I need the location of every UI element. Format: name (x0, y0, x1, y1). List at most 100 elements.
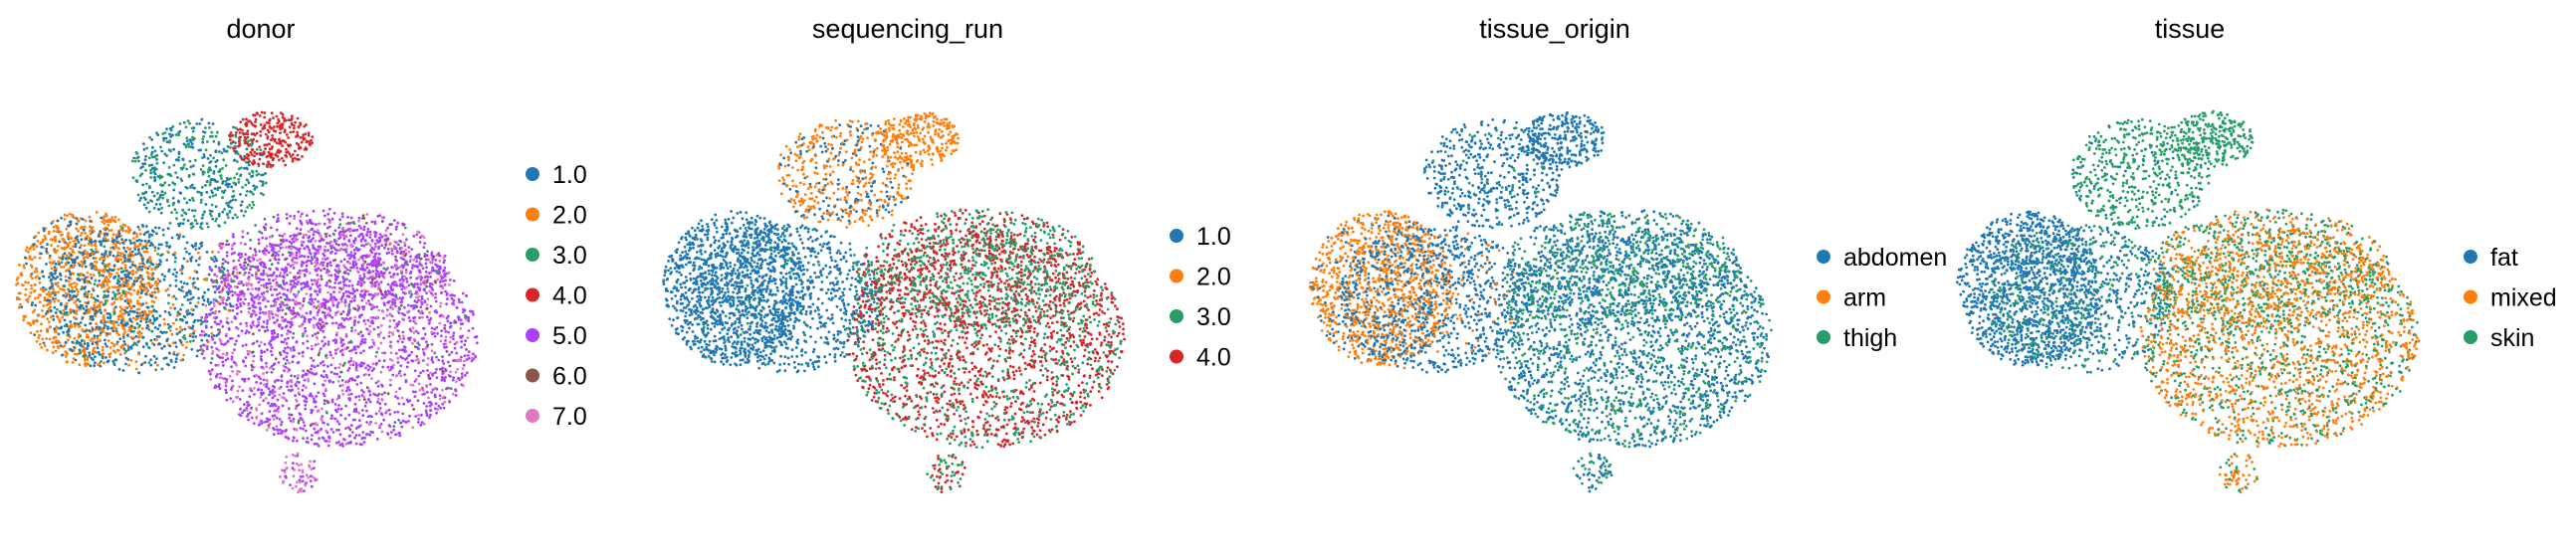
scatter-point (299, 228, 303, 232)
scatter-point (417, 382, 421, 386)
scatter-point (218, 150, 221, 153)
scatter-point (175, 233, 179, 237)
scatter-point (400, 396, 404, 400)
scatter-point (70, 237, 73, 241)
scatter-point (159, 254, 163, 258)
scatter-point (78, 363, 82, 367)
scatter-point (100, 320, 104, 324)
scatter-point (213, 255, 217, 259)
scatter-point (221, 325, 225, 328)
scatter-point (239, 154, 243, 158)
scatter-point (67, 327, 71, 331)
scatter-point (262, 399, 266, 403)
scatter-point (363, 338, 367, 341)
scatter-point (262, 272, 266, 275)
scatter-point (135, 235, 138, 239)
scatter-point (224, 388, 228, 392)
scatter-point (171, 302, 175, 306)
scatter-point (272, 418, 276, 421)
scatter-point (347, 388, 351, 392)
scatter-point (327, 279, 331, 282)
scatter-point (305, 292, 309, 295)
scatter-point (209, 181, 212, 184)
scatter-point (207, 369, 211, 373)
scatter-point (64, 341, 68, 344)
scatter-point (412, 259, 416, 262)
scatter-point (251, 200, 255, 204)
scatter-point (427, 396, 430, 400)
scatter-point (231, 216, 235, 220)
scatter-point (383, 402, 387, 406)
scatter-point (73, 345, 76, 349)
scatter-point (165, 140, 169, 144)
scatter-point (94, 361, 97, 365)
scatter-point (52, 345, 56, 349)
scatter-point (234, 213, 237, 217)
scatter-point (249, 247, 253, 251)
scatter-point (176, 199, 180, 203)
scatter-point (252, 203, 256, 207)
scatter-point (295, 398, 298, 402)
scatter-point (239, 203, 243, 207)
scatter-point (84, 354, 88, 357)
scatter-point (101, 285, 104, 289)
scatter-point (292, 439, 295, 443)
scatter-point (133, 243, 137, 247)
scatter-point (365, 301, 368, 305)
scatter-point (153, 290, 157, 294)
scatter-point (204, 333, 208, 336)
scatter-point (287, 329, 291, 333)
scatter-point (113, 294, 116, 298)
scatter-point (61, 315, 64, 319)
scatter-point (162, 138, 166, 142)
scatter-point (28, 247, 32, 251)
scatter-point (56, 284, 60, 288)
scatter-point (116, 251, 120, 255)
scatter-point (173, 251, 177, 255)
scatter-point (459, 318, 463, 322)
scatter-point (201, 164, 205, 168)
scatter-point (374, 231, 378, 235)
scatter-point (235, 172, 239, 176)
scatter-point (317, 278, 321, 281)
scatter-point (271, 145, 274, 148)
scatter-point (422, 351, 426, 355)
scatter-point (73, 352, 77, 356)
scatter-point (116, 254, 119, 257)
scatter-point (323, 249, 326, 252)
scatter-point (194, 248, 198, 251)
scatter-point (20, 283, 24, 286)
scatter-point (296, 134, 300, 138)
scatter-point (398, 434, 402, 438)
scatter-point (243, 258, 247, 262)
scatter-point (106, 295, 108, 298)
scatter-point (76, 278, 80, 281)
scatter-point (272, 279, 275, 282)
scatter-point (211, 178, 215, 182)
scatter-point (434, 395, 437, 399)
scatter-point (169, 306, 173, 309)
scatter-point (405, 398, 409, 402)
scatter-point (205, 222, 209, 226)
scatter-point (171, 295, 175, 298)
scatter-point (174, 171, 178, 175)
scatter-point (144, 225, 148, 228)
scatter-point (145, 290, 149, 293)
scatter-point (86, 358, 90, 361)
scatter-point (155, 153, 159, 157)
scatter-point (362, 362, 366, 365)
scatter-point (297, 312, 301, 316)
scatter-point (189, 292, 192, 295)
scatter-point (419, 305, 423, 309)
scatter-point (307, 131, 311, 135)
scatter-point (257, 162, 260, 166)
scatter-point (111, 240, 115, 244)
scatter-point (134, 150, 138, 154)
scatter-point (82, 251, 86, 255)
scatter-point (430, 342, 434, 346)
scatter-point (278, 158, 281, 162)
scatter-point (89, 338, 93, 342)
scatter-point (241, 186, 244, 189)
scatter-point (409, 270, 413, 274)
scatter-point (75, 317, 78, 320)
